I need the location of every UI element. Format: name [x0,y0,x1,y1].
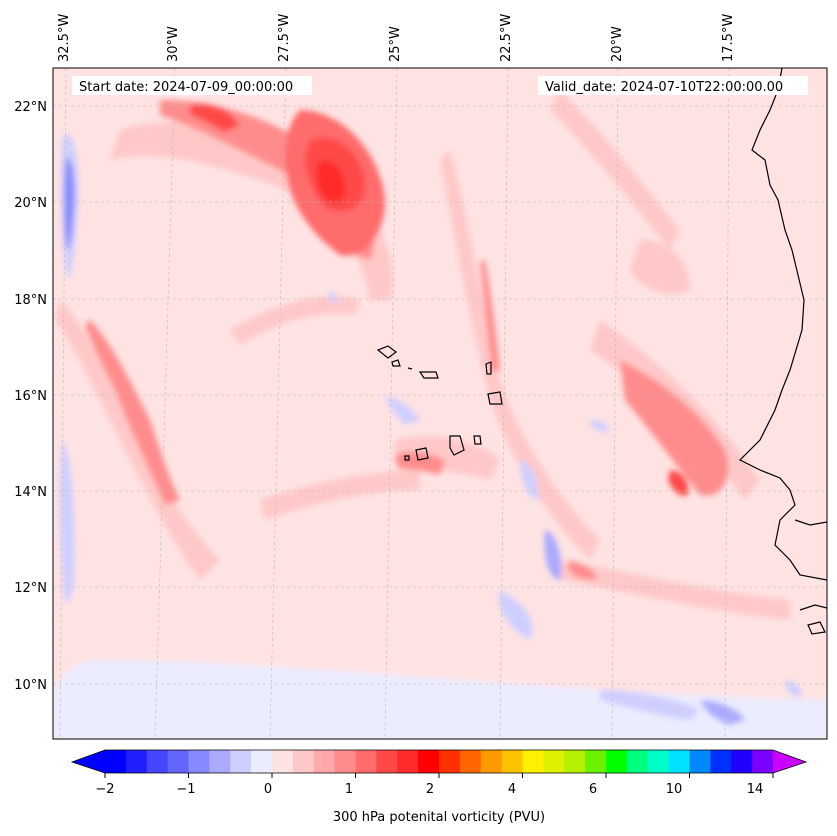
start-date-label: Start date: 2024-07-09_00:00:00 [79,80,293,95]
colorbar-segment [314,750,335,773]
colorbar-segment [606,750,627,773]
colorbar-segment [168,750,189,773]
lon-label: 32.5°W [57,14,72,62]
lat-label: 18°N [14,293,47,308]
colorbar-segment [460,750,481,773]
lon-label: 20°W [610,26,625,62]
longitude-labels: 32.5°W 30°W 27.5°W 25°W 22.5°W 20°W 17.5… [57,14,736,62]
colorbar-segment [523,750,544,773]
colorbar-tick-label: 2 [426,782,434,797]
pv-map-figure: Start date: 2024-07-09_00:00:00 Valid_da… [0,0,837,836]
lon-label: 22.5°W [499,14,514,62]
colorbar-tick-label: 0 [264,782,272,797]
colorbar-under-arrow [72,750,105,773]
colorbar-segment [502,750,523,773]
colorbar-segment [272,750,293,773]
lat-label: 14°N [14,485,47,500]
colorbar-segment [648,750,669,773]
colorbar-segment [543,750,564,773]
colorbar-segment [251,750,272,773]
colorbar-segment [209,750,230,773]
colorbar-segment [105,750,126,773]
colorbar-tick-label: 1 [345,782,353,797]
lat-label: 22°N [14,100,47,115]
colorbar-segment [731,750,752,773]
colorbar-tick-label: −2 [95,782,114,797]
colorbar-segment [690,750,711,773]
lon-label: 17.5°W [721,14,736,62]
colorbar-over-arrow [773,750,806,773]
map-panel[interactable]: Start date: 2024-07-09_00:00:00 Valid_da… [53,68,827,739]
lon-label: 27.5°W [277,14,292,62]
colorbar-tick-label: 4 [508,782,516,797]
colorbar-segments [105,750,774,773]
lat-label: 12°N [14,581,47,596]
colorbar-segment [439,750,460,773]
colorbar-segment [397,750,418,773]
lat-label: 10°N [14,678,47,693]
lat-label: 20°N [14,196,47,211]
colorbar-segment [189,750,210,773]
lon-label: 30°W [166,26,181,62]
colorbar-segment [376,750,397,773]
colorbar-tick-label: 14 [747,782,764,797]
valid-date-label: Valid_date: 2024-07-10T22:00:00.00 [545,80,783,95]
colorbar-segment [335,750,356,773]
colorbar-segment [126,750,147,773]
colorbar-segment [356,750,377,773]
latitude-labels: 22°N 20°N 18°N 16°N 14°N 12°N 10°N [14,100,47,693]
colorbar-segment [564,750,585,773]
lon-label: 25°W [388,26,403,62]
colorbar-segment [585,750,606,773]
colorbar-segment [293,750,314,773]
map-background [53,68,827,739]
colorbar-segment [147,750,168,773]
colorbar-segment [230,750,251,773]
colorbar-segment [752,750,773,773]
colorbar: −2 −1 0 1 2 4 6 10 14 300 hPa potenital … [72,750,806,825]
colorbar-segment [418,750,439,773]
colorbar-segment [627,750,648,773]
colorbar-segment [669,750,690,773]
colorbar-segment [481,750,502,773]
colorbar-tick-label: 6 [589,782,597,797]
colorbar-segment [710,750,731,773]
colorbar-label: 300 hPa potenital vorticity (PVU) [333,810,545,825]
lat-label: 16°N [14,389,47,404]
colorbar-tick-labels: −2 −1 0 1 2 4 6 10 14 [95,782,763,797]
colorbar-tick-label: −1 [176,782,195,797]
colorbar-tick-label: 10 [666,782,683,797]
colorbar-ticks [105,773,773,778]
